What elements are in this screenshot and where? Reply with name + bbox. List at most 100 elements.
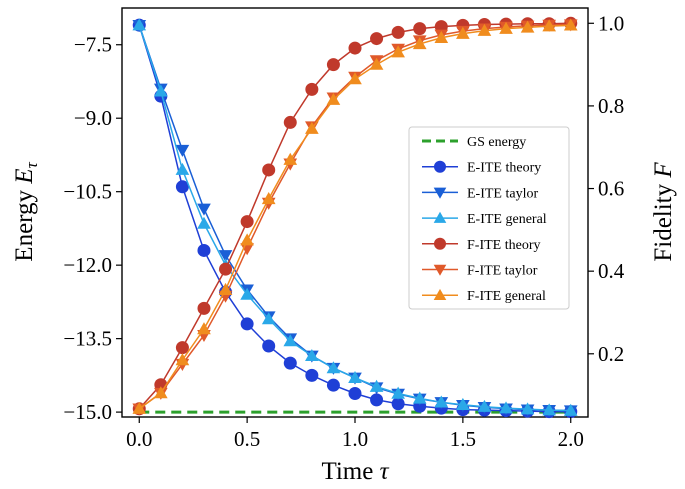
right-tick-label: 0.2 bbox=[598, 342, 624, 366]
data-point-f-ite-general bbox=[542, 19, 556, 32]
legend-item-e-ite-taylor: E-ITE taylor bbox=[422, 186, 538, 201]
data-point-f-ite-theory bbox=[219, 262, 233, 276]
data-point-e-ite-general bbox=[261, 312, 276, 325]
legend-item-e-ite-theory: E-ITE theory bbox=[422, 160, 541, 176]
data-point-e-ite-general bbox=[132, 18, 147, 31]
data-point-f-ite-general bbox=[520, 20, 535, 33]
data-point-e-ite-theory bbox=[326, 378, 340, 392]
x-tick-label: 0.0 bbox=[126, 427, 152, 451]
data-point-e-ite-theory bbox=[240, 317, 254, 331]
data-point-f-ite-theory bbox=[413, 22, 427, 36]
x-tick-label: 2.0 bbox=[558, 427, 584, 451]
data-point-f-ite-theory bbox=[391, 25, 405, 39]
legend-item-f-ite-general: F-ITE general bbox=[422, 288, 546, 304]
legend-marker-f-ite-taylor bbox=[433, 264, 447, 276]
data-point-e-ite-general bbox=[197, 216, 211, 229]
right-tick-label: 1.0 bbox=[598, 11, 624, 35]
left-tick-label: −10.5 bbox=[63, 180, 112, 204]
data-point-f-ite-general bbox=[391, 45, 405, 58]
data-point-f-ite-general bbox=[456, 26, 470, 39]
legend-label-f-ite-general: F-ITE general bbox=[467, 289, 546, 304]
data-point-f-ite-general bbox=[261, 192, 276, 205]
legend-marker-e-ite-general bbox=[433, 211, 447, 223]
legend: GS energy E-ITE theory E-ITE taylor E-ITE g… bbox=[408, 126, 570, 310]
legend-box bbox=[408, 126, 570, 310]
data-point-f-ite-general bbox=[499, 21, 513, 34]
left-tick-label: −12.0 bbox=[63, 253, 112, 277]
data-point-f-ite-theory bbox=[262, 163, 276, 177]
left-tick-label: −15.0 bbox=[63, 400, 112, 424]
data-point-e-ite-general bbox=[348, 370, 362, 384]
data-point-e-ite-theory bbox=[175, 180, 189, 194]
legend-label-f-ite-taylor: F-ITE taylor bbox=[467, 264, 538, 279]
data-point-f-ite-theory bbox=[305, 82, 319, 96]
data-point-f-ite-general bbox=[563, 18, 578, 31]
data-point-e-ite-general bbox=[542, 403, 556, 416]
data-point-e-ite-general bbox=[305, 348, 319, 361]
data-point-e-ite-general bbox=[456, 397, 470, 410]
series-layer bbox=[132, 16, 578, 419]
data-point-e-ite-theory bbox=[262, 339, 276, 353]
data-point-e-ite-general bbox=[240, 287, 254, 300]
data-point-e-ite-general bbox=[563, 403, 578, 416]
x-axis-title: Time τ bbox=[321, 458, 389, 485]
right-tick-label: 0.8 bbox=[598, 94, 624, 118]
data-point-e-ite-theory bbox=[348, 386, 362, 400]
data-point-f-ite-general bbox=[369, 57, 384, 70]
data-point-e-ite-general bbox=[175, 162, 190, 175]
data-point-e-ite-general bbox=[369, 379, 384, 392]
data-point-e-ite-theory bbox=[370, 393, 384, 407]
legend-label-f-ite-theory: F-ITE theory bbox=[467, 238, 540, 253]
data-point-e-ite-general bbox=[154, 84, 168, 97]
legend-marker-e-ite-theory bbox=[434, 160, 446, 173]
legend-label-e-ite-taylor: E-ITE taylor bbox=[467, 186, 538, 201]
data-point-e-ite-general bbox=[283, 334, 298, 347]
data-point-e-ite-theory bbox=[305, 368, 319, 382]
right-tick-label: 0.6 bbox=[598, 177, 624, 201]
data-point-f-ite-general bbox=[434, 30, 449, 43]
data-point-e-ite-general bbox=[499, 401, 513, 414]
legend-item-f-ite-taylor: F-ITE taylor bbox=[422, 264, 538, 279]
right-axis-title: Fidelity F bbox=[650, 162, 677, 262]
data-point-f-ite-theory bbox=[175, 341, 189, 355]
data-point-f-ite-general bbox=[175, 353, 190, 366]
x-tick-label: 1.5 bbox=[450, 427, 476, 451]
data-point-e-ite-general bbox=[391, 386, 405, 399]
data-point-f-ite-general bbox=[154, 386, 168, 399]
data-point-e-ite-theory bbox=[391, 397, 405, 411]
data-point-f-ite-theory bbox=[326, 58, 340, 72]
legend-marker-e-ite-taylor bbox=[433, 187, 447, 199]
series-f-ite-general bbox=[132, 18, 578, 414]
legend-label-e-ite-theory: E-ITE theory bbox=[467, 161, 541, 176]
data-point-e-ite-taylor bbox=[175, 144, 190, 157]
x-axis-ticks: 0.0 0.5 1.0 1.5 2.0 bbox=[126, 417, 584, 451]
data-point-f-ite-general bbox=[477, 23, 492, 36]
left-tick-label: −13.5 bbox=[63, 327, 112, 351]
series-e-ite-general bbox=[132, 18, 578, 416]
data-point-f-ite-theory bbox=[348, 41, 362, 55]
legend-item-f-ite-theory: F-ITE theory bbox=[422, 237, 540, 253]
data-point-e-ite-general bbox=[520, 402, 535, 415]
data-point-f-ite-theory bbox=[370, 32, 384, 46]
data-point-f-ite-general bbox=[326, 92, 341, 105]
data-point-e-ite-theory bbox=[283, 356, 297, 370]
right-tick-label: 0.4 bbox=[598, 259, 625, 283]
data-point-e-ite-general bbox=[477, 399, 492, 412]
legend-marker-f-ite-theory bbox=[434, 237, 446, 250]
data-point-e-ite-taylor bbox=[197, 203, 211, 216]
x-tick-label: 1.0 bbox=[342, 427, 368, 451]
data-point-e-ite-taylor bbox=[218, 250, 233, 263]
data-point-f-ite-general bbox=[412, 37, 427, 50]
left-tick-label: −9.0 bbox=[74, 106, 112, 130]
data-point-f-ite-general bbox=[132, 401, 147, 414]
data-point-f-ite-general bbox=[240, 233, 254, 246]
data-point-e-ite-theory bbox=[197, 243, 211, 257]
data-point-f-ite-general bbox=[218, 282, 233, 295]
data-point-f-ite-general bbox=[197, 322, 211, 335]
legend-item-gs-energy: GS energy bbox=[422, 135, 526, 150]
legend-item-e-ite-general: E-ITE general bbox=[422, 211, 547, 227]
data-point-f-ite-theory bbox=[283, 115, 297, 129]
legend-label-e-ite-general: E-ITE general bbox=[467, 212, 547, 227]
left-axis-title: Energy Eτ bbox=[11, 161, 41, 261]
